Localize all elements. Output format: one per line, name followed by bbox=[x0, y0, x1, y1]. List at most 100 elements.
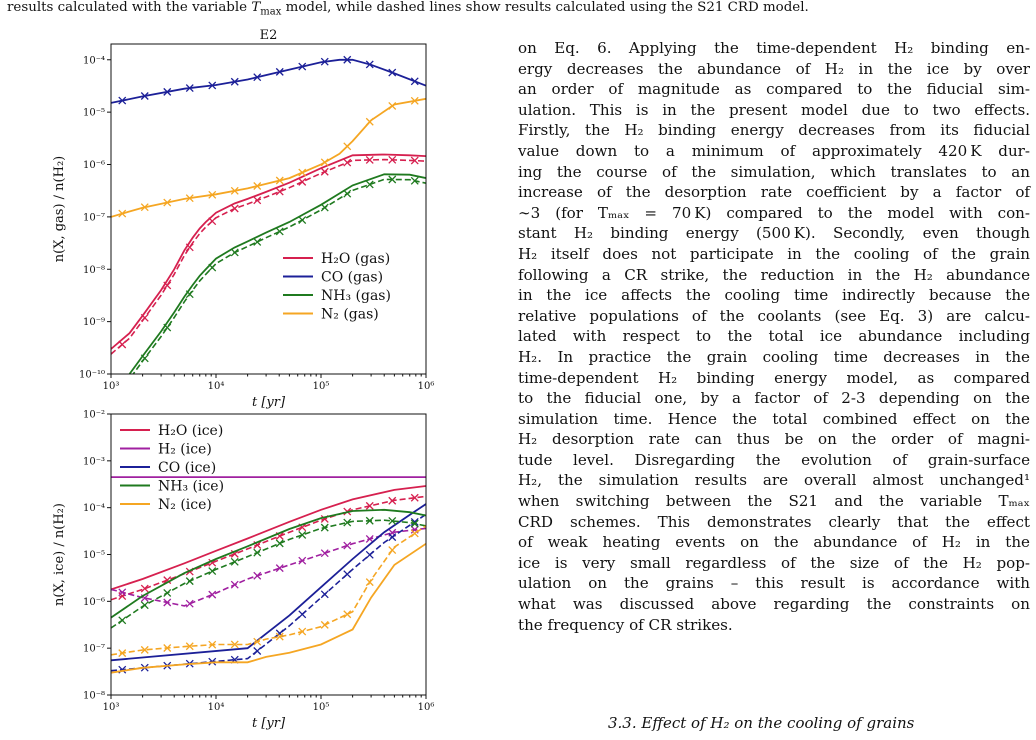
series-line bbox=[111, 58, 426, 104]
data-point-marker bbox=[365, 516, 374, 525]
data-point-marker bbox=[140, 584, 149, 593]
plot-frame bbox=[110, 43, 427, 375]
body-line: on Eq. 6. Applying the time-dependent H₂… bbox=[518, 39, 1030, 57]
data-point-marker bbox=[163, 87, 172, 96]
data-point-marker bbox=[230, 248, 239, 257]
data-point-marker bbox=[320, 523, 329, 532]
data-point-marker bbox=[118, 96, 127, 105]
body-line: the frequency of CR strikes. bbox=[518, 615, 733, 634]
body-line: H₂ itself does not participate in the co… bbox=[518, 244, 1030, 263]
x-tick-label: 10⁴ bbox=[208, 702, 225, 713]
data-point-marker bbox=[365, 155, 374, 164]
data-point-marker bbox=[253, 73, 262, 82]
body-line: ergy decreases the abundance of H₂ in th… bbox=[518, 59, 1030, 78]
data-point-marker bbox=[320, 203, 329, 212]
data-point-marker bbox=[298, 610, 307, 619]
data-point-marker bbox=[208, 640, 217, 649]
body-text: on Eq. 6. Applying the time-dependent H₂… bbox=[518, 38, 1030, 635]
figure: 10³ 10⁴ 10⁵ 10⁶ 10⁻¹⁰ 10⁻⁹ 10⁻⁸ 10⁻⁷ 10⁻⁶ 10⁻⁵ 10⁻… bbox=[52, 28, 434, 732]
data-point-marker bbox=[343, 518, 352, 527]
data-point-marker bbox=[343, 570, 352, 579]
data-point-marker bbox=[298, 177, 307, 186]
y-tick-label: 10⁻⁹ bbox=[83, 317, 105, 328]
caption-tmax-sub: max bbox=[260, 6, 282, 18]
data-point-marker bbox=[410, 176, 419, 185]
data-point-marker bbox=[253, 196, 262, 205]
ice-abundance-chart: 10³ 10⁴ 10⁵ 10⁶ 10⁻⁸ 10⁻⁷ 10⁻⁶ 10⁻⁵ 10⁻⁴ 10⁻³ 10⁻²… bbox=[52, 410, 434, 732]
data-point-marker bbox=[230, 640, 239, 649]
data-point-marker bbox=[298, 216, 307, 225]
data-point-marker bbox=[118, 209, 127, 218]
figure-caption: results calculated with the variable Tma… bbox=[7, 0, 1032, 22]
data-point-marker bbox=[163, 323, 172, 332]
x-tick-label: 10³ bbox=[103, 381, 120, 392]
data-point-marker bbox=[365, 550, 374, 559]
data-point-marker bbox=[388, 546, 397, 555]
data-point-marker bbox=[388, 175, 397, 184]
legend-label: H₂ (ice) bbox=[158, 442, 212, 458]
data-point-marker bbox=[253, 182, 262, 190]
data-point-marker bbox=[185, 599, 194, 608]
y-axis-label: n(X, ice) / n(H₂) bbox=[52, 503, 67, 606]
body-line: ∼3 (for Tₘₐₓ = 70 K) compared to the mod… bbox=[518, 203, 1030, 222]
data-point-marker bbox=[275, 176, 284, 185]
y-tick-label: 10⁻⁶ bbox=[83, 160, 105, 171]
data-point-marker bbox=[410, 96, 419, 105]
data-point-marker bbox=[275, 564, 284, 573]
data-point-marker bbox=[320, 158, 329, 167]
data-point-marker bbox=[140, 92, 149, 100]
series-line bbox=[111, 153, 426, 350]
data-point-marker bbox=[343, 541, 352, 550]
data-point-marker bbox=[275, 187, 284, 196]
legend-label: N₂ (ice) bbox=[158, 497, 212, 513]
legend-label: N₂ (gas) bbox=[321, 307, 379, 323]
data-point-marker bbox=[388, 155, 397, 164]
data-point-marker bbox=[410, 529, 419, 538]
data-point-marker bbox=[298, 530, 307, 539]
subsection-heading: 3.3. Effect of H₂ on the cooling of grai… bbox=[608, 714, 915, 732]
body-line: value down to a minimum of approximately… bbox=[518, 141, 1030, 160]
caption-post: model, while dashed lines show results c… bbox=[281, 0, 809, 15]
data-point-marker bbox=[343, 610, 352, 619]
body-line: lated with respect to the total ice abun… bbox=[518, 327, 1030, 346]
data-point-marker bbox=[388, 101, 397, 110]
data-point-marker bbox=[140, 313, 149, 322]
y-tick-label: 10⁻¹⁰ bbox=[79, 370, 105, 381]
y-tick-label: 10⁻⁸ bbox=[83, 691, 105, 702]
data-point-marker bbox=[365, 501, 374, 510]
series-line bbox=[111, 542, 426, 674]
x-tick-label: 10⁵ bbox=[313, 381, 330, 392]
data-point-marker bbox=[410, 77, 419, 86]
data-point-marker bbox=[185, 642, 194, 651]
y-tick-label: 10⁻⁵ bbox=[83, 108, 105, 119]
data-point-marker bbox=[185, 290, 194, 299]
data-point-marker bbox=[185, 577, 194, 586]
data-point-marker bbox=[365, 60, 374, 69]
legend-label: CO (ice) bbox=[158, 460, 216, 476]
data-point-marker bbox=[298, 556, 307, 565]
data-point-marker bbox=[298, 168, 307, 177]
data-point-marker bbox=[253, 637, 262, 646]
body-line: what was discussed above regarding the c… bbox=[518, 595, 1030, 614]
chart-title: E2 bbox=[260, 28, 278, 43]
body-line: stant H₂ binding energy (500 K). Secondl… bbox=[518, 224, 1030, 243]
legend-label: H₂O (gas) bbox=[321, 251, 390, 267]
body-line: an order of magnitude as compared to the… bbox=[518, 80, 1030, 99]
data-point-marker bbox=[410, 493, 419, 502]
data-point-marker bbox=[118, 588, 127, 597]
data-point-marker bbox=[163, 576, 172, 585]
data-point-marker bbox=[388, 496, 397, 505]
series-line bbox=[111, 97, 426, 218]
data-point-marker bbox=[140, 203, 149, 212]
data-point-marker bbox=[343, 189, 352, 198]
body-line: when switching between the S21 and the v… bbox=[518, 492, 1030, 511]
body-line: ice is very small regardless of the size… bbox=[518, 553, 1030, 572]
data-point-marker bbox=[140, 601, 149, 610]
series-line-dashed bbox=[111, 158, 426, 355]
data-point-marker bbox=[230, 77, 239, 86]
series-line-dashed bbox=[111, 525, 426, 656]
data-point-marker bbox=[230, 186, 239, 195]
series-line bbox=[128, 173, 426, 374]
data-point-marker bbox=[388, 516, 397, 525]
data-point-marker bbox=[118, 340, 127, 349]
